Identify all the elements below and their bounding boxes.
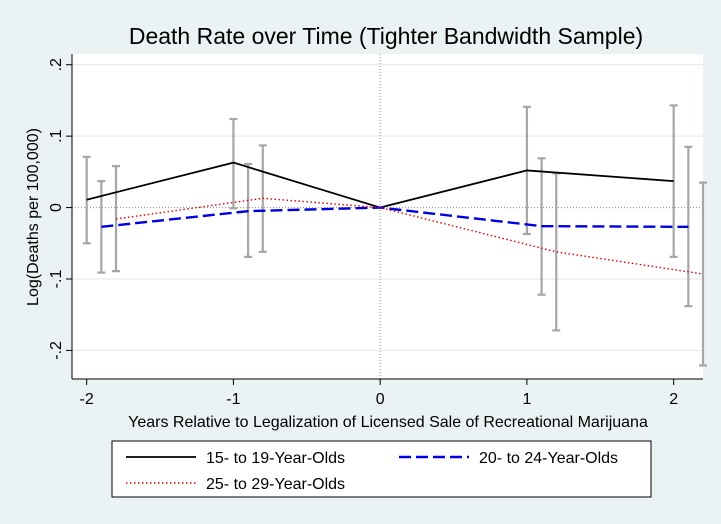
legend: 15- to 19-Year-Olds 20- to 24-Year-Olds 25… — [111, 440, 652, 498]
x-tick-label-2: 0 — [376, 391, 385, 408]
y-tick-label-0: -.2 — [48, 341, 65, 360]
x-axis-label: Years Relative to Legalization of Licens… — [128, 414, 648, 431]
legend-label-2: 25- to 29-Year-Olds — [206, 476, 345, 493]
plot-background — [72, 54, 703, 379]
plot-area — [72, 54, 707, 379]
ticks: -2 -1 0 1 2 -.2 -.1 0 .1 .2 — [48, 58, 678, 408]
x-tick-label-3: 1 — [522, 391, 531, 408]
x-tick-label-0: -2 — [80, 391, 94, 408]
chart-title: Death Rate over Time (Tighter Bandwidth … — [129, 23, 643, 49]
legend-label-0: 15- to 19-Year-Olds — [206, 450, 345, 467]
legend-entries: 15- to 19-Year-Olds 20- to 24-Year-Olds 25… — [126, 450, 618, 493]
legend-label-1: 20- to 24-Year-Olds — [479, 450, 618, 467]
legend-box — [111, 440, 652, 498]
series-lines — [86, 161, 704, 275]
y-tick-label-3: .1 — [48, 129, 65, 142]
y-axis-label: Log(Deaths per 100,000) — [25, 128, 42, 306]
x-tick-label-4: 2 — [669, 391, 678, 408]
y-tick-label-1: -.1 — [48, 270, 65, 289]
axes — [71, 54, 703, 380]
reference-lines — [72, 54, 703, 379]
series-line-1 — [101, 206, 689, 229]
grid-layer — [72, 64, 703, 351]
series-line-2 — [115, 197, 704, 275]
y-tick-label-2: 0 — [48, 203, 65, 212]
x-tick-label-1: -1 — [226, 391, 240, 408]
y-tick-label-4: .2 — [48, 58, 65, 71]
